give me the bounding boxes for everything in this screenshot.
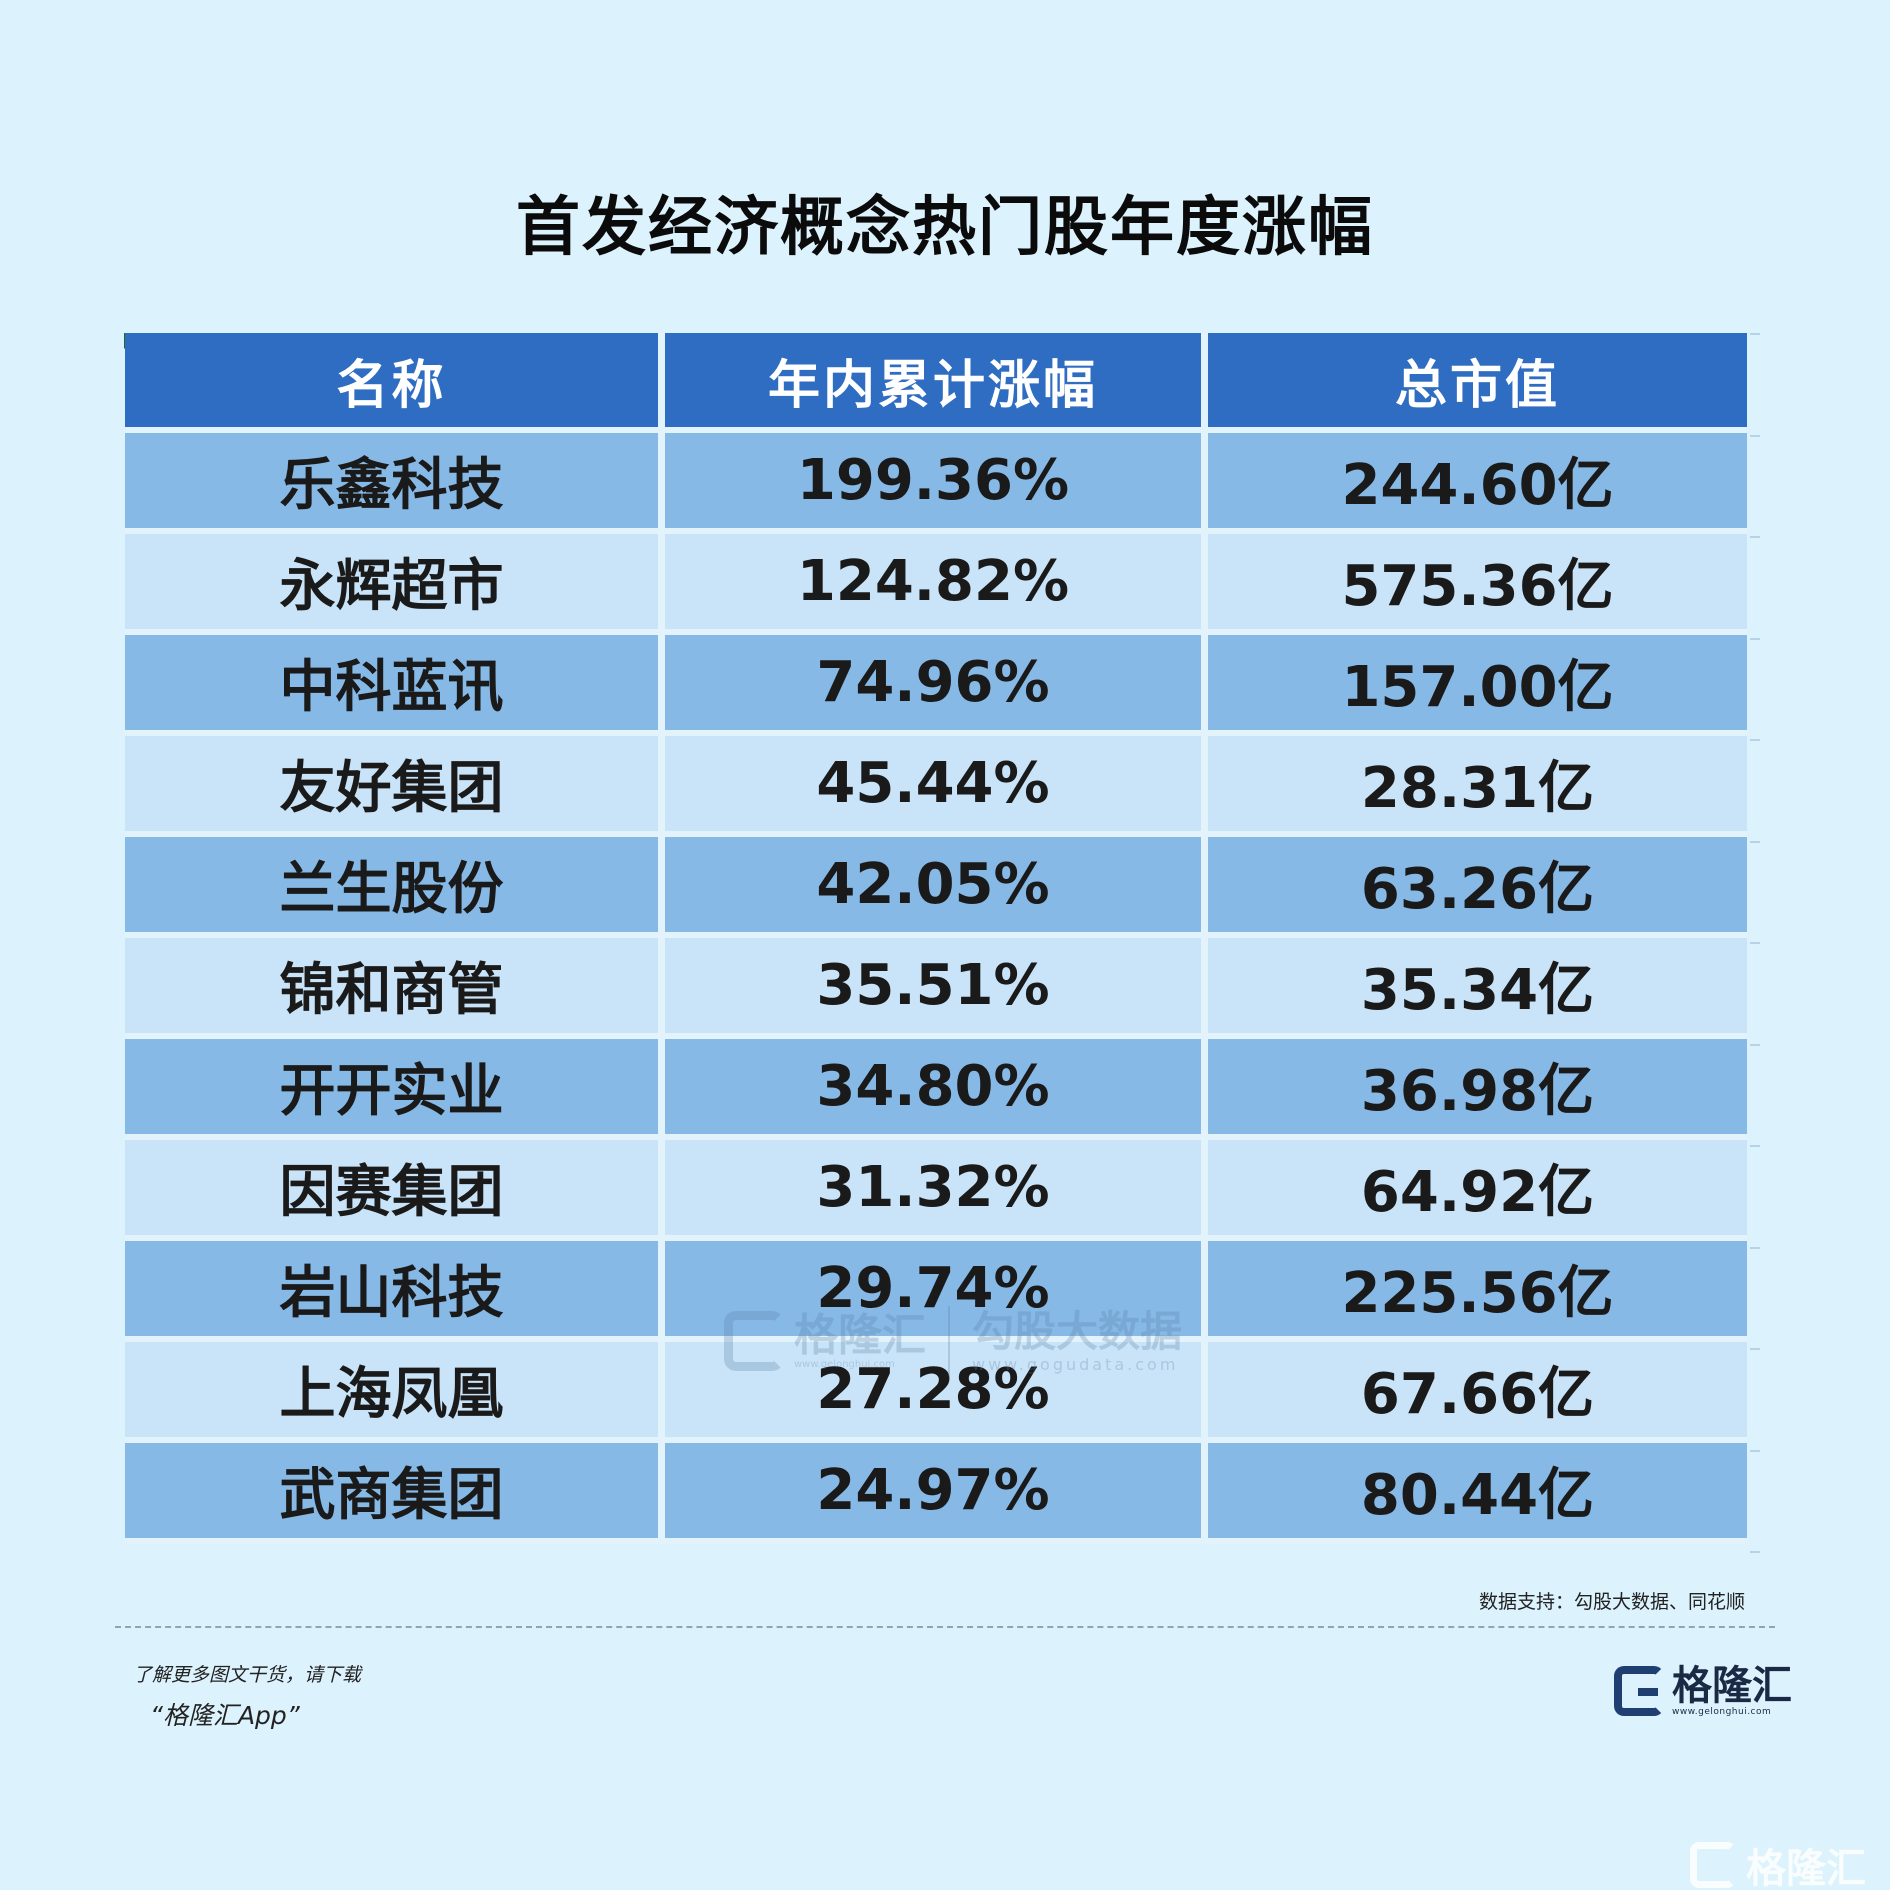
table-row: 因赛集团 31.32% 64.92亿 — [125, 1140, 1747, 1241]
table-row: 兰生股份 42.05% 63.26亿 — [125, 837, 1747, 938]
cell-name: 武商集团 — [125, 1443, 665, 1544]
gelonghui-logo-icon — [1614, 1666, 1664, 1716]
cell-market-cap: 67.66亿 — [1208, 1342, 1747, 1443]
corner-logo: 格隆汇 — [1690, 1836, 1866, 1890]
cell-name: 兰生股份 — [125, 837, 665, 938]
edge-tick — [1750, 434, 1760, 437]
cell-market-cap: 36.98亿 — [1208, 1039, 1747, 1140]
data-source: 数据支持：勾股大数据、同花顺 — [1478, 1591, 1745, 1613]
edge-tick — [1750, 1043, 1760, 1046]
table-row: 上海凤凰 27.28% 67.66亿 — [125, 1342, 1747, 1443]
cell-market-cap: 575.36亿 — [1208, 534, 1747, 635]
cell-name: 中科蓝讯 — [125, 635, 665, 736]
cell-name: 友好集团 — [125, 736, 665, 837]
watermark-url-2: www.gogudata.com — [972, 1354, 1179, 1374]
brand-name: 格隆汇 — [1672, 1663, 1792, 1709]
cell-change: 199.36% — [665, 433, 1208, 534]
brand-logo: 格隆汇 www.gelonghui.com — [1614, 1665, 1792, 1717]
cell-market-cap: 225.56亿 — [1208, 1241, 1747, 1342]
edge-tick — [1750, 637, 1760, 640]
cell-change: 29.74% — [665, 1241, 1208, 1342]
edge-tick — [1750, 1449, 1760, 1452]
cell-change: 42.05% — [665, 837, 1208, 938]
footer-app-name: “格隆汇App” — [150, 1701, 300, 1730]
cell-change: 124.82% — [665, 534, 1208, 635]
cell-change: 74.96% — [665, 635, 1208, 736]
edge-tick — [1750, 1551, 1760, 1553]
header-name: 名称 — [125, 333, 665, 433]
cell-name: 乐鑫科技 — [125, 433, 665, 534]
cell-change: 24.97% — [665, 1443, 1208, 1544]
table-row: 中科蓝讯 74.96% 157.00亿 — [125, 635, 1747, 736]
cell-name: 因赛集团 — [125, 1140, 665, 1241]
table-row: 锦和商管 35.51% 35.34亿 — [125, 938, 1747, 1039]
edge-tick — [1750, 333, 1760, 335]
table-row: 武商集团 24.97% 80.44亿 — [125, 1443, 1747, 1544]
cell-name: 岩山科技 — [125, 1241, 665, 1342]
cell-change: 45.44% — [665, 736, 1208, 837]
header-change: 年内累计涨幅 — [665, 333, 1208, 433]
cell-change: 27.28% — [665, 1342, 1208, 1443]
cell-market-cap: 28.31亿 — [1208, 736, 1747, 837]
cell-market-cap: 244.60亿 — [1208, 433, 1747, 534]
watermark-name-2: 勾股大数据 — [972, 1306, 1183, 1356]
page-title: 首发经济概念热门股年度涨幅 — [516, 191, 1374, 265]
cell-name: 锦和商管 — [125, 938, 665, 1039]
stock-table: 名称 年内累计涨幅 总市值 乐鑫科技 199.36% 244.60亿 永辉超市 124.… — [125, 333, 1747, 1544]
corner-logo-name: 格隆汇 — [1746, 1846, 1866, 1890]
watermark-name: 格隆汇 — [794, 1309, 926, 1361]
gelonghui-logo-icon — [1690, 1842, 1736, 1888]
table-body: 乐鑫科技 199.36% 244.60亿 永辉超市 124.82% 575.36亿 中科蓝讯… — [125, 433, 1747, 1544]
cell-change: 34.80% — [665, 1039, 1208, 1140]
table-row: 岩山科技 29.74% 225.56亿 — [125, 1241, 1747, 1342]
watermark-divider — [948, 1306, 950, 1376]
header-market-cap: 总市值 — [1208, 333, 1747, 433]
watermark-url: www.gelonghui.com — [794, 1358, 895, 1370]
table-row: 友好集团 45.44% 28.31亿 — [125, 736, 1747, 837]
dashed-divider — [115, 1626, 1775, 1628]
cell-market-cap: 35.34亿 — [1208, 938, 1747, 1039]
gelonghui-logo-icon — [724, 1311, 784, 1371]
table-row: 乐鑫科技 199.36% 244.60亿 — [125, 433, 1747, 534]
cell-name: 上海凤凰 — [125, 1342, 665, 1443]
cell-change: 31.32% — [665, 1140, 1208, 1241]
edge-tick — [1750, 1145, 1760, 1147]
edge-tick — [1750, 1246, 1760, 1249]
table-row: 开开实业 34.80% 36.98亿 — [125, 1039, 1747, 1140]
cell-market-cap: 63.26亿 — [1208, 837, 1747, 938]
edge-tick — [1750, 536, 1760, 538]
footer-note: 了解更多图文干货，请下载 — [133, 1664, 362, 1686]
cell-name: 永辉超市 — [125, 534, 665, 635]
cell-change: 35.51% — [665, 938, 1208, 1039]
cell-market-cap: 64.92亿 — [1208, 1140, 1747, 1241]
cell-name: 开开实业 — [125, 1039, 665, 1140]
edge-tick — [1750, 942, 1760, 944]
stock-table-container: 名称 年内累计涨幅 总市值 乐鑫科技 199.36% 244.60亿 永辉超市 124.… — [125, 333, 1747, 1544]
edge-tick — [1750, 739, 1760, 741]
table-row: 永辉超市 124.82% 575.36亿 — [125, 534, 1747, 635]
edge-tick — [1750, 1348, 1760, 1350]
table-header-row: 名称 年内累计涨幅 总市值 — [125, 333, 1747, 433]
watermark: 格隆汇 www.gelonghui.com 勾股大数据 www.gogudata… — [724, 1306, 1182, 1376]
brand-url: www.gelonghui.com — [1672, 1707, 1772, 1717]
table-edge-ticks — [1750, 333, 1760, 1553]
edge-tick — [1750, 840, 1760, 843]
cell-market-cap: 157.00亿 — [1208, 635, 1747, 736]
cell-market-cap: 80.44亿 — [1208, 1443, 1747, 1544]
